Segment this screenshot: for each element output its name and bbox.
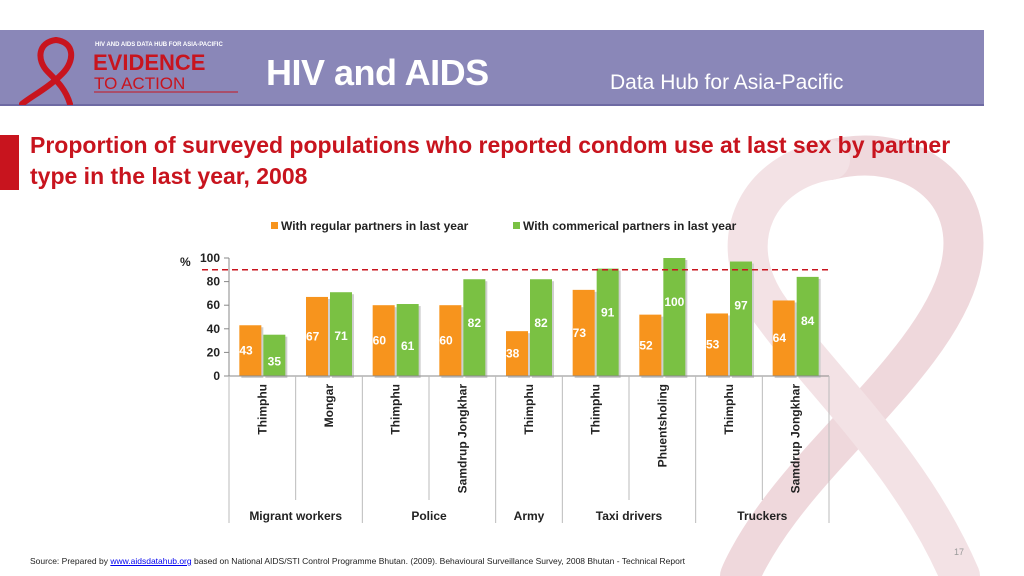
data-label: 64 bbox=[773, 331, 787, 345]
data-label: 67 bbox=[306, 329, 320, 343]
title-accent-bar bbox=[0, 135, 19, 190]
bar-commercial bbox=[330, 292, 352, 376]
bar-regular bbox=[439, 305, 462, 376]
bar-regular bbox=[239, 325, 262, 376]
group-label: Migrant workers bbox=[249, 509, 342, 523]
data-label: 61 bbox=[401, 339, 415, 353]
data-label: 91 bbox=[601, 306, 615, 320]
bar-regular bbox=[772, 300, 795, 376]
data-label: 97 bbox=[734, 299, 748, 313]
data-label: 38 bbox=[506, 347, 520, 361]
y-tick-label: 0 bbox=[213, 369, 220, 383]
bar-commercial bbox=[596, 268, 619, 376]
data-label: 52 bbox=[639, 338, 653, 352]
y-tick-label: 60 bbox=[207, 298, 221, 312]
y-tick-label: 80 bbox=[207, 275, 221, 289]
data-label: 82 bbox=[534, 316, 548, 330]
x-tick-label: Phuentsholing bbox=[655, 384, 669, 467]
y-tick-label: 40 bbox=[207, 322, 221, 336]
y-tick-label: 20 bbox=[207, 345, 221, 359]
source-link[interactable]: www.aidsdatahub.org bbox=[110, 556, 192, 566]
bar-commercial bbox=[463, 279, 486, 376]
data-label: 43 bbox=[239, 344, 253, 358]
x-tick-label: Thimphu bbox=[522, 384, 536, 435]
data-label: 71 bbox=[334, 329, 348, 343]
page-number: 17 bbox=[954, 547, 965, 557]
x-tick-label: Thimphu bbox=[589, 384, 603, 435]
bar-regular bbox=[306, 296, 328, 376]
bar-regular bbox=[506, 331, 528, 376]
data-label: 60 bbox=[439, 334, 453, 348]
legend-swatch bbox=[513, 222, 520, 229]
header-subtitle: Data Hub for Asia-Pacific bbox=[610, 71, 844, 94]
group-label: Taxi drivers bbox=[596, 509, 663, 523]
x-tick-label: Thimphu bbox=[389, 384, 403, 435]
source-prefix: Source: Prepared by bbox=[30, 556, 111, 566]
bar-regular bbox=[572, 289, 595, 376]
y-axis-label: % bbox=[180, 255, 191, 269]
data-label: 84 bbox=[801, 314, 815, 328]
data-label: 60 bbox=[373, 334, 387, 348]
bar-commercial bbox=[730, 261, 752, 376]
bar-commercial bbox=[530, 279, 552, 376]
data-label: 73 bbox=[573, 326, 587, 340]
evidence-to-action-logo: HIV AND AIDS DATA HUB FOR ASIA-PACIFIC E… bbox=[19, 37, 238, 105]
source-suffix: based on National AIDS/STI Control Progr… bbox=[191, 556, 686, 566]
header-underline bbox=[0, 104, 984, 106]
data-label: 53 bbox=[706, 338, 720, 352]
logo-line-2: TO ACTION bbox=[94, 74, 185, 93]
legend-label: With regular partners in last year bbox=[281, 219, 469, 233]
x-tick-label: Samdrup Jongkhar bbox=[455, 384, 469, 494]
bar-commercial bbox=[263, 334, 286, 376]
x-tick-label: Thimphu bbox=[722, 384, 736, 435]
x-tick-label: Thimphu bbox=[255, 384, 269, 435]
x-tick-label: Mongar bbox=[322, 384, 336, 428]
bar-commercial bbox=[396, 304, 419, 376]
legend-label: With commerical partners in last year bbox=[523, 219, 737, 233]
bar-commercial bbox=[796, 276, 819, 376]
x-tick-label: Samdrup Jongkhar bbox=[789, 384, 803, 494]
logo-line-1: EVIDENCE bbox=[93, 50, 205, 75]
source-note: Source: Prepared by www.aidsdatahub.org … bbox=[30, 556, 685, 566]
data-label: 82 bbox=[468, 316, 482, 330]
bar-regular bbox=[372, 305, 395, 376]
group-label: Army bbox=[514, 509, 545, 523]
group-label: Police bbox=[411, 509, 447, 523]
bar-regular bbox=[639, 314, 662, 376]
bar-commercial bbox=[663, 258, 686, 376]
slide-title: Proportion of surveyed populations who r… bbox=[30, 132, 951, 189]
logo-top-text: HIV AND AIDS DATA HUB FOR ASIA-PACIFIC bbox=[95, 42, 223, 48]
data-label: 100 bbox=[664, 295, 684, 309]
data-label: 35 bbox=[268, 354, 282, 368]
header-title: HIV and AIDS bbox=[266, 52, 489, 93]
group-label: Truckers bbox=[737, 509, 787, 523]
y-tick-label: 100 bbox=[200, 251, 220, 265]
bar-regular bbox=[706, 313, 728, 376]
legend-swatch bbox=[271, 222, 278, 229]
